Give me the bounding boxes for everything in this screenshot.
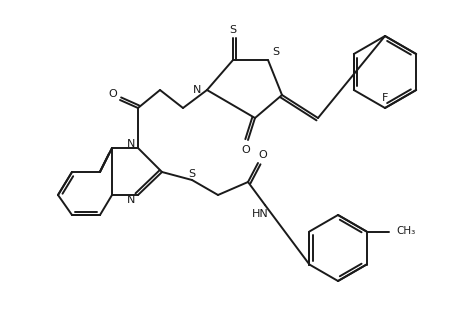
Text: HN: HN [251,209,268,219]
Text: N: N [127,139,135,149]
Text: O: O [241,145,250,155]
Text: O: O [258,150,267,160]
Text: N: N [193,85,201,95]
Text: S: S [188,169,195,179]
Text: S: S [229,25,236,35]
Text: F: F [381,93,387,103]
Text: CH₃: CH₃ [396,226,415,236]
Text: O: O [108,89,117,99]
Text: S: S [272,47,279,57]
Text: N: N [127,195,135,205]
